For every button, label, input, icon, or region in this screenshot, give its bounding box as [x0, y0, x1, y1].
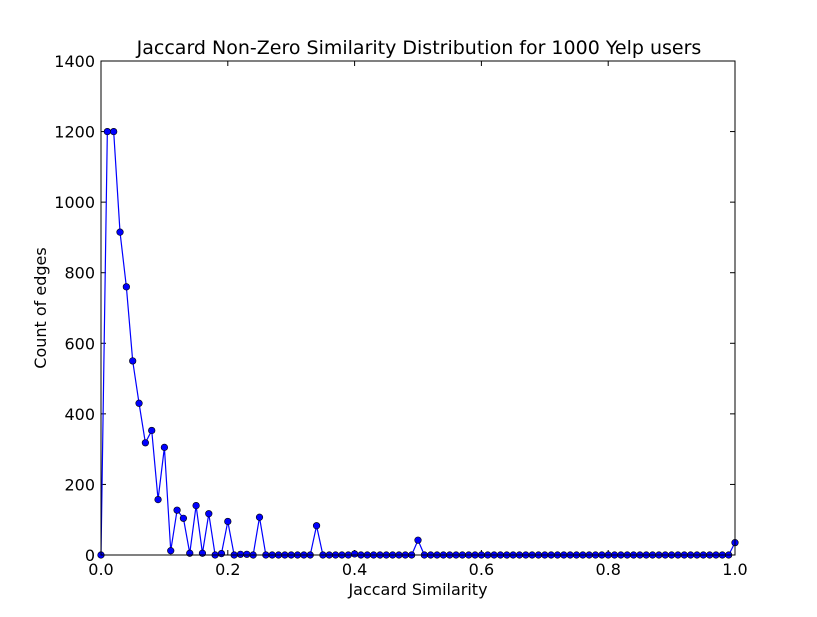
data-point	[236, 550, 245, 558]
data-point	[122, 283, 130, 291]
x-tick-label: 0.4	[342, 560, 367, 579]
data-point	[103, 127, 111, 136]
x-tick-label: 0.2	[215, 560, 240, 579]
x-tick-label: 1.0	[722, 560, 747, 579]
plot-area: 0.0 0.2 0.4 0.6 0.8 1.0 0 200 400 600 800 1000 1200 1…	[54, 52, 747, 579]
y-tick-label: 0	[85, 546, 95, 565]
data-point	[224, 517, 232, 526]
data-point	[198, 549, 207, 557]
data-point	[179, 514, 188, 522]
y-tick-label: 1000	[54, 193, 95, 212]
x-tick-label: 0.6	[469, 560, 494, 579]
data-point	[135, 399, 143, 407]
data-point	[173, 506, 181, 514]
x-tick-label: 0.0	[88, 560, 113, 579]
y-axis-label: Count of edges	[31, 247, 50, 368]
data-point	[312, 522, 321, 530]
data-point	[243, 550, 251, 558]
data-point	[351, 550, 359, 558]
y-tick-label: 200	[64, 475, 95, 494]
data-point	[414, 536, 422, 544]
data-point	[154, 496, 162, 504]
data-point	[255, 513, 264, 521]
y-tick-label: 400	[64, 405, 95, 424]
data-point	[205, 510, 213, 518]
x-axis-label: Jaccard Similarity	[347, 580, 487, 599]
data-point	[141, 439, 149, 447]
data-point	[116, 228, 124, 236]
data-point	[217, 549, 226, 558]
y-tick-label: 1200	[54, 123, 95, 142]
axes-frame	[100, 60, 736, 556]
y-tick-label: 800	[64, 264, 95, 283]
data-point	[160, 443, 168, 451]
data-point	[186, 549, 194, 557]
chart-title: Jaccard Non-Zero Similarity Distribution…	[136, 37, 702, 59]
data-point	[192, 502, 200, 510]
data-point	[148, 426, 156, 435]
y-tick-label: 1400	[54, 52, 95, 71]
data-point	[129, 357, 137, 365]
x-tick-label: 0.8	[595, 560, 620, 579]
y-tick-label: 600	[64, 334, 95, 353]
data-point	[110, 127, 118, 136]
data-point	[167, 547, 175, 555]
